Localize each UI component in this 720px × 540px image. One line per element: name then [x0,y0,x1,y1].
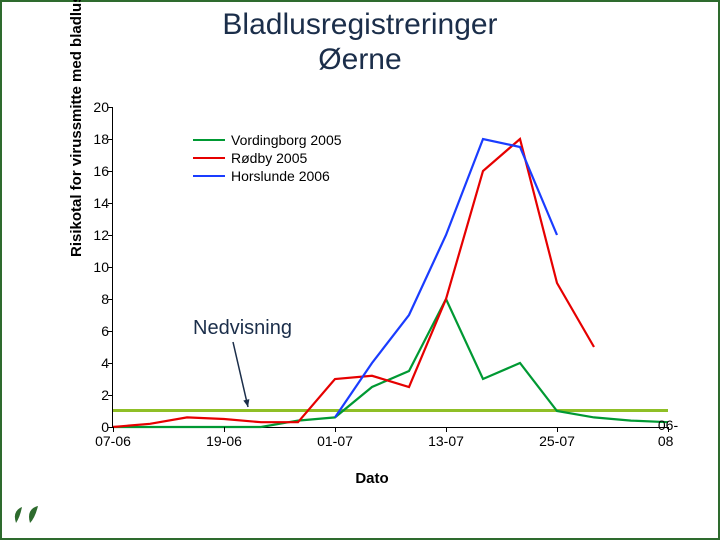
y-tick-mark [108,203,113,204]
title-line2: Øerne [318,43,401,76]
title-line1: Bladlusregistreringer [222,8,497,41]
x-tick-label: 25-07 [539,433,575,449]
x-tick-mark [335,427,336,432]
x-tick-label: 07-06 [95,433,131,449]
y-tick-mark [108,107,113,108]
x-tick-mark [668,427,669,432]
chart-container: Risikotal for virussmitte med bladlus Vo… [62,97,682,497]
y-tick-mark [108,299,113,300]
x-tick-label: 13-07 [428,433,464,449]
y-axis-label: Risikotal for virussmitte med bladlus [68,0,85,257]
y-tick-mark [108,171,113,172]
y-tick-label: 8 [81,291,109,307]
y-tick-label: 12 [81,227,109,243]
x-axis-label: Dato [62,470,682,487]
y-tick-label: 18 [81,131,109,147]
x-tick-mark [446,427,447,432]
y-tick-mark [108,363,113,364]
annotation-arrow [113,107,668,427]
y-tick-label: 16 [81,163,109,179]
x-tick-mark [224,427,225,432]
y-tick-label: 10 [81,259,109,275]
y-tick-label: 20 [81,99,109,115]
y-tick-label: 14 [81,195,109,211]
x-tick-label: 19-06 [206,433,242,449]
leaf-logo-icon [10,503,54,530]
x-tick-label: 06-08 [658,417,678,449]
y-tick-mark [108,395,113,396]
x-tick-mark [113,427,114,432]
plot-area: Vordingborg 2005Rødby 2005Horslunde 2006… [112,107,668,428]
x-tick-label: 01-07 [317,433,353,449]
y-tick-mark [108,235,113,236]
y-tick-label: 6 [81,323,109,339]
y-tick-label: 2 [81,387,109,403]
y-tick-mark [108,139,113,140]
slide-title: Bladlusregistreringer Øerne [2,8,718,77]
x-tick-mark [557,427,558,432]
y-tick-label: 4 [81,355,109,371]
y-tick-mark [108,331,113,332]
y-tick-mark [108,267,113,268]
slide-frame: Bladlusregistreringer Øerne Risikotal fo… [0,0,720,540]
